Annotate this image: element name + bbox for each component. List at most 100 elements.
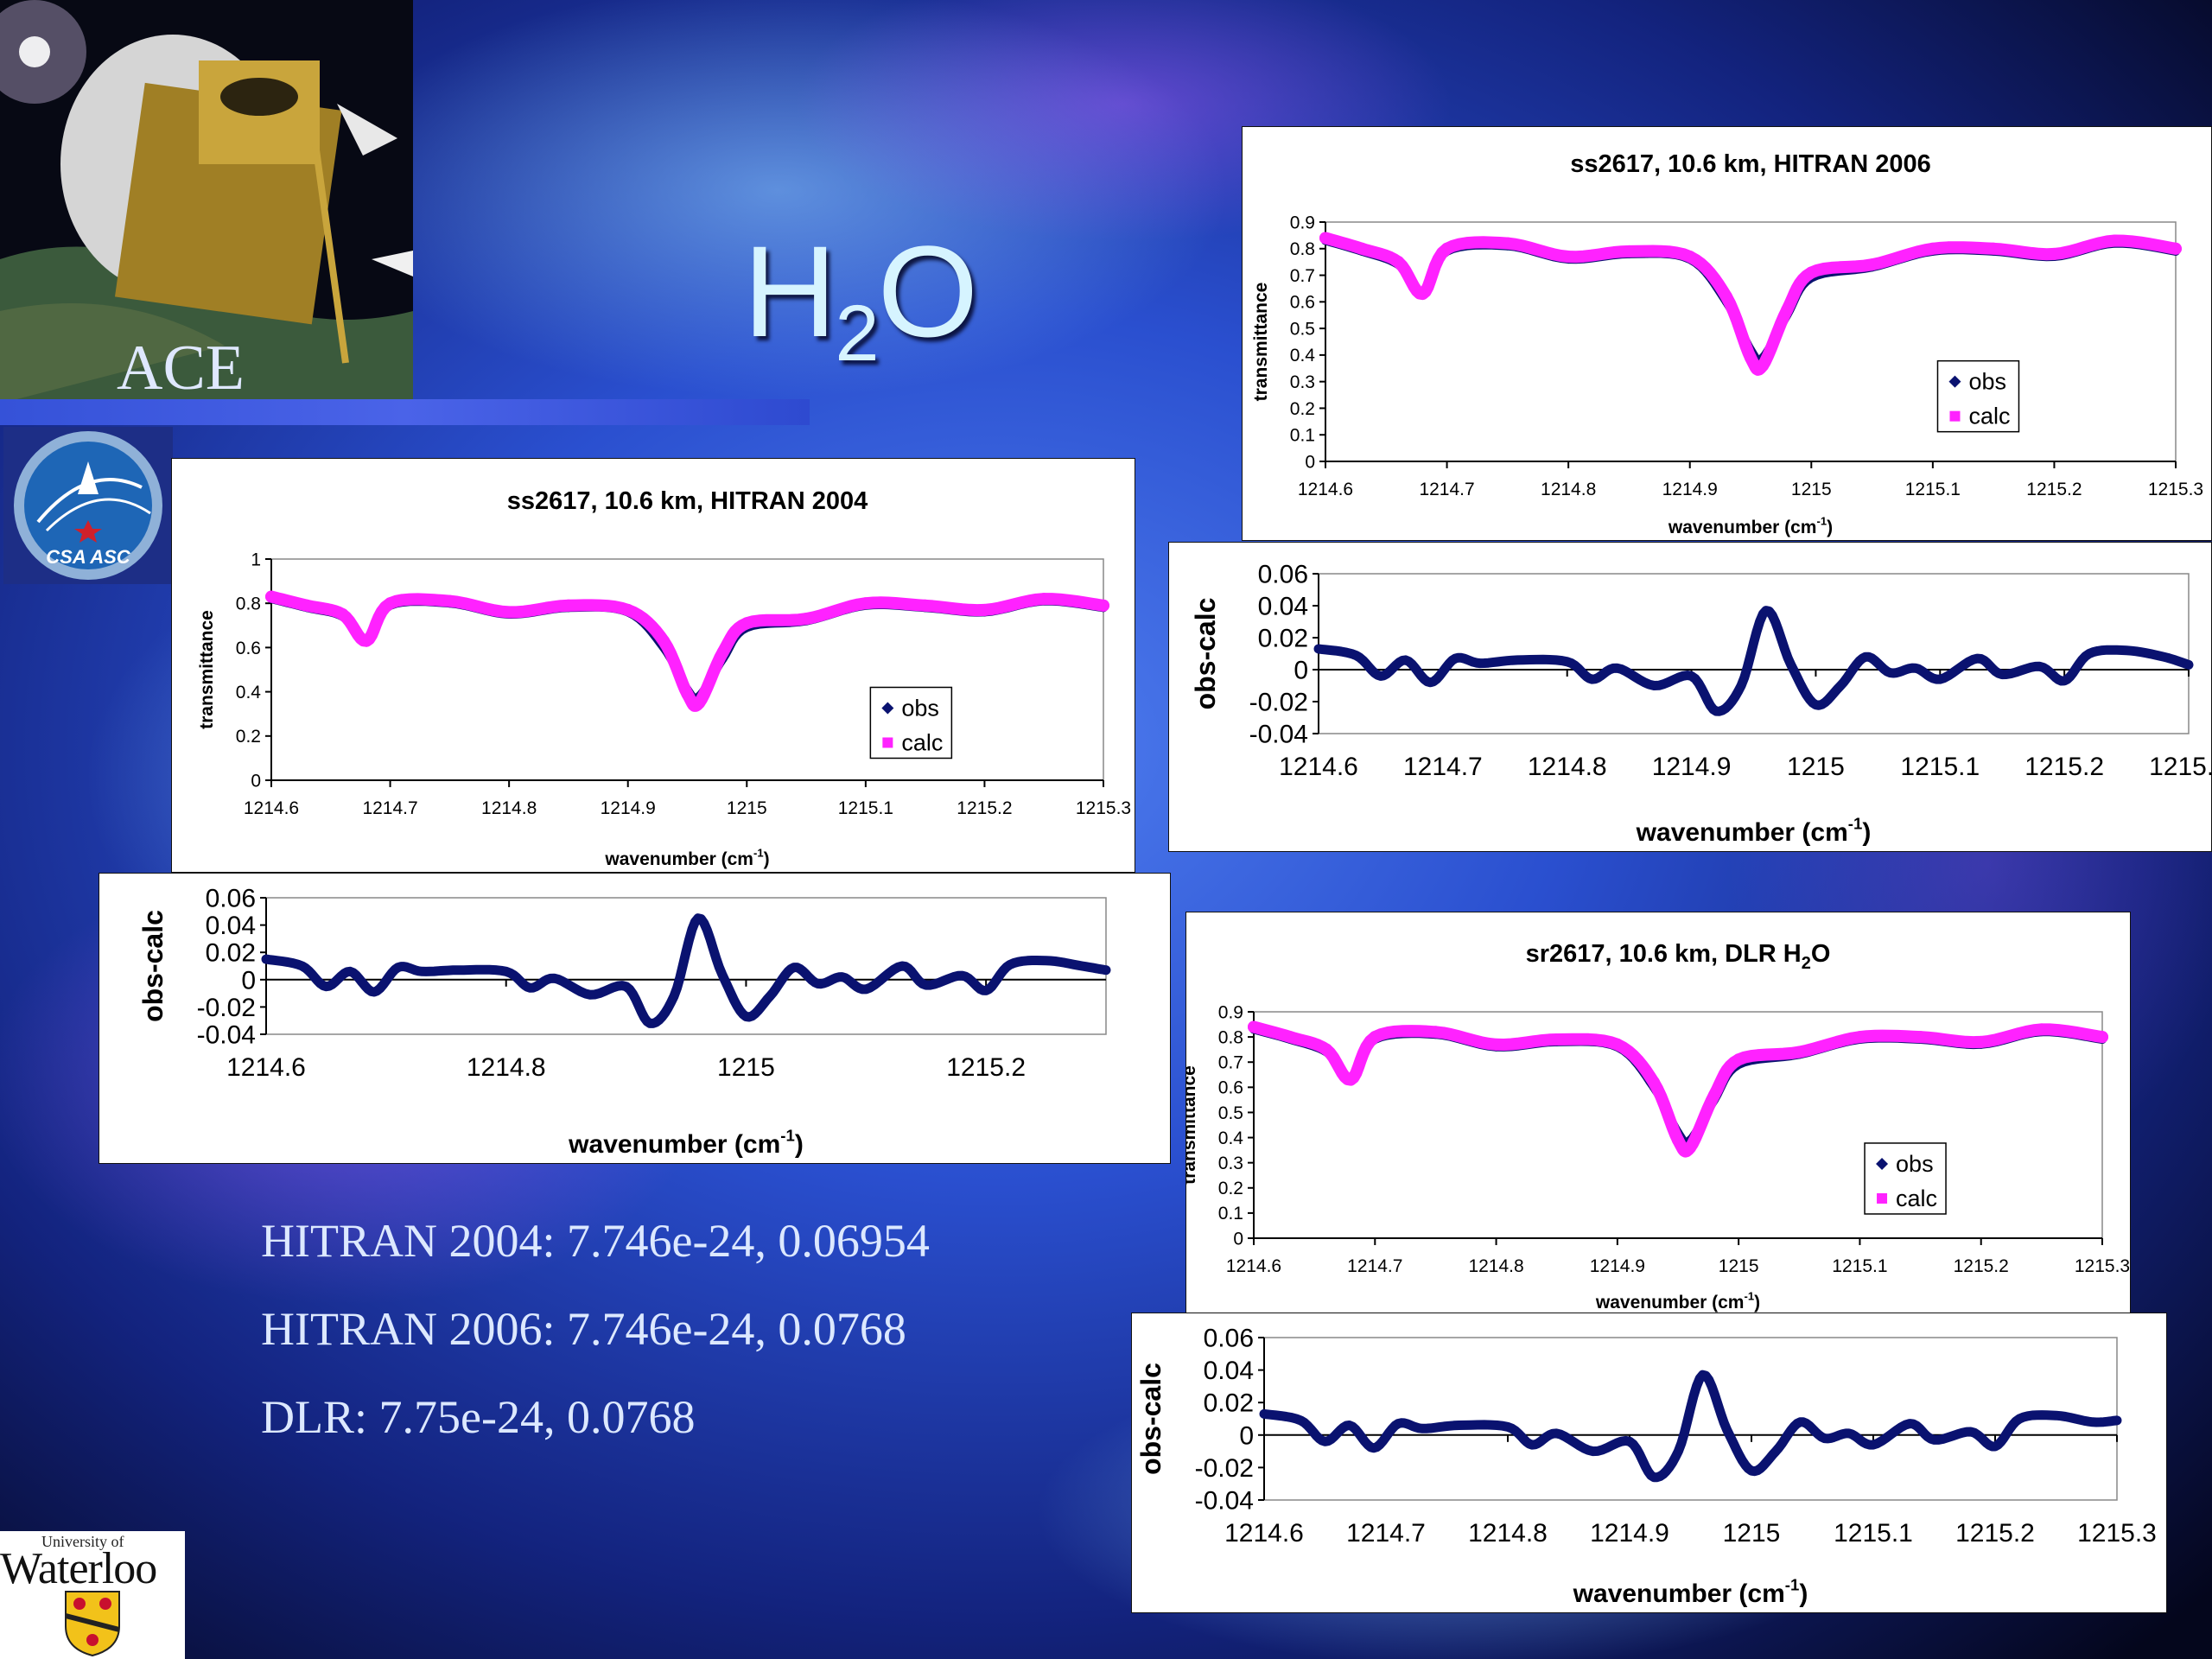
x-tick-label: 1214.9 [1590,1519,1669,1548]
x-tick-label: 1214.6 [1224,1519,1304,1548]
y-tick-label: 0.4 [1218,1128,1244,1148]
x-tick-label: 1214.9 [601,798,656,818]
y-tick-label: -0.04 [197,1021,256,1050]
data-point-calc [1757,359,1770,372]
data-point-calc [1320,1043,1333,1056]
y-tick-label: 0.2 [1218,1179,1243,1198]
data-point-calc [1708,1089,1721,1102]
chart-legend: obs calc [1936,359,2020,433]
data-point-calc [384,597,397,610]
legend-box [869,686,953,760]
data-point-obs-calc [1369,1443,1378,1452]
data-point-calc [2108,234,2121,247]
data-point-obs-calc [766,991,775,1001]
data-point-calc [1369,1031,1382,1044]
x-axis-label: wavenumber (cm-1) [1573,1576,1808,1609]
data-point-obs-calc [2184,660,2193,670]
y-axis-label: obs-calc [1190,598,1221,710]
chart-panel-dlr: 0 0.1 0.2 0.3 0.4 0.5 0.6 0.7 0.8 0.9 1214.6 1214.7… [1185,912,2131,1316]
data-point-obs-calc [1401,655,1410,664]
data-point-obs-calc [501,967,511,976]
x-tick-label: 1214.9 [1590,1256,1645,1276]
chart-hitran2006-residual: -0.04 -0.02 0 0.02 0.04 0.06 1214.6 1214.7 1214.… [1190,561,2212,848]
data-point-calc [2035,1023,2048,1036]
data-point-obs-calc [1314,644,1323,653]
waterloo-logo: University of Waterloo [0,1531,185,1659]
x-tick-label: 1215.2 [957,798,1012,818]
chart-dlr-residual: -0.04 -0.02 0 0.02 0.04 0.06 1214.6 1214.7 1214.… [1135,1325,2157,1609]
x-axis-label: wavenumber (cm-1) [1668,515,1833,537]
x-tick-label: 1215 [727,798,767,818]
data-point-calc [1926,242,1939,255]
data-point-obs-calc [1698,1370,1707,1380]
y-tick-label: 0.5 [1290,319,1315,339]
x-tick-label: 1215 [1791,480,1832,499]
y-tick-label: 0.8 [236,594,261,614]
y-tick-label: 0.6 [1218,1078,1243,1098]
data-point-obs-calc [1625,1437,1634,1446]
chart-title-end: O [1811,940,1831,968]
data-point-obs-calc [2159,652,2169,662]
x-axis-label-superscript: -1 [1744,1290,1754,1303]
y-tick-label: -0.02 [197,994,256,1022]
slide-title-subscript: 2 [835,289,879,378]
data-point-obs-calc [1820,1433,1829,1443]
data-point-obs-calc [2084,649,2094,658]
data-point-obs-calc [717,969,727,979]
data-point-obs-calc [2060,676,2069,685]
data-point-obs-calc [369,988,378,997]
data-point-calc [741,617,753,630]
y-tick-label: 0.4 [236,683,262,702]
chart-title-subscript: 2 [1802,954,1811,973]
data-point-obs-calc [585,990,594,1000]
data-point-obs-calc [1528,1440,1537,1450]
data-point-obs-calc [693,913,702,923]
y-tick-label: 0.6 [1290,293,1315,313]
y-tick-label: 0.1 [1218,1204,1243,1224]
data-point-calc [1672,1134,1684,1147]
chart-dlr-transmittance: 0 0.1 0.2 0.3 0.4 0.5 0.6 0.7 0.8 0.9 1214.6 1214.7… [1186,940,2130,1313]
legend-marker-calc [1877,1192,1888,1204]
x-tick-label: 1214.6 [244,798,299,818]
x-tick-label: 1215 [1719,1256,1759,1276]
data-point-obs-calc [346,967,355,976]
data-point-calc [1440,242,1453,255]
x-tick-label: 1215.3 [2148,480,2203,499]
data-point-obs-calc [393,963,403,972]
chart-hitran2006-transmittance: 0 0.1 0.2 0.3 0.4 0.5 0.6 0.7 0.8 0.9 1214.6 1214.7… [1251,150,2203,537]
chart-panel-hitran2004: 0 0.2 0.4 0.6 0.8 1 1214.6 1214.7 1214.8 1214.9 12… [171,458,1135,873]
data-point-obs-calc [1426,677,1435,687]
y-tick-label: 0.4 [1290,346,1316,365]
y-tick-label: -0.04 [1195,1487,1254,1516]
data-point-obs-calc [297,962,307,970]
data-point-calc [1805,266,1818,279]
data-point-calc [562,599,575,612]
y-tick-label: 1 [251,550,261,569]
y-axis-label: obs-calc [137,910,168,1022]
data-point-calc [1853,1031,1866,1044]
data-point-obs-calc [645,1019,655,1028]
note-hitran2006: HITRAN 2006: 7.746e-24, 0.0768 [261,1303,906,1355]
data-point-obs-calc [670,991,679,1001]
x-tick-label: 1215.2 [946,1053,1026,1082]
y-axis-label: transmittance [197,610,217,729]
data-point-obs-calc [1771,1446,1781,1456]
data-point-calc [1490,1038,1503,1051]
legend-marker-obs [1876,1157,1889,1170]
data-point-obs-calc [1513,655,1522,664]
data-point-obs-calc [1351,651,1361,660]
y-tick-label: -0.02 [1195,1454,1254,1483]
data-point-obs-calc [2122,645,2132,655]
y-tick-label: 0.04 [206,912,256,940]
chart-legend: obs calc [1864,1142,1947,1215]
x-tick-label: 1215.3 [2077,1519,2157,1548]
data-point-obs-calc [1296,1415,1306,1425]
legend-marker-obs [1948,375,1961,388]
y-tick-label: 0 [241,966,256,995]
data-point-obs-calc [1737,681,1746,690]
data-point-obs-calc [1796,1417,1805,1427]
y-tick-label: 0.2 [1290,399,1315,419]
x-axis-label-end: ) [1754,1293,1760,1313]
data-point-calc [1647,1076,1660,1089]
data-point-calc [1683,251,1696,264]
